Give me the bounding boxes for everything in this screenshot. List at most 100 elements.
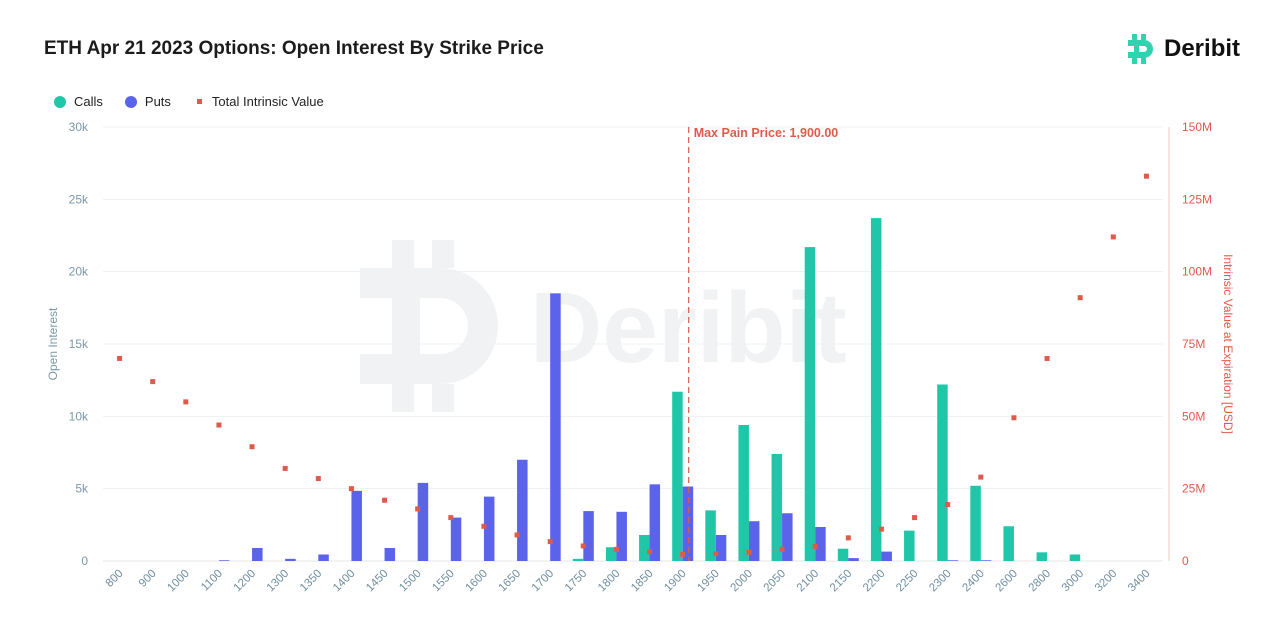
x-tick-label: 1300 — [265, 568, 292, 595]
intrinsic-points-layer — [117, 173, 1149, 557]
intrinsic-point — [547, 539, 553, 545]
x-tick-label: 1400 — [331, 568, 358, 595]
bar-puts — [682, 486, 694, 561]
watermark: Deribit — [360, 240, 847, 412]
bar-puts — [748, 521, 760, 561]
intrinsic-point — [216, 422, 222, 428]
deribit-logo-icon — [1128, 34, 1153, 64]
bars-layer — [218, 218, 1081, 561]
y-tick-label: 30k — [69, 120, 89, 134]
x-tick-label: 1850 — [629, 568, 656, 595]
bar-puts — [252, 547, 263, 561]
bar-puts — [384, 547, 396, 561]
x-tick-label: 2600 — [993, 568, 1020, 595]
bar-calls — [970, 485, 981, 561]
intrinsic-point — [382, 497, 388, 503]
x-tick-label: 1200 — [232, 568, 259, 595]
bar-puts — [649, 484, 661, 561]
bar-puts — [583, 511, 594, 561]
bar-calls — [1036, 552, 1048, 561]
brand-logo: Deribit — [1126, 32, 1240, 66]
y-tick-label: 5k — [75, 482, 89, 496]
legend-item-calls[interactable]: Calls — [54, 94, 103, 109]
intrinsic-point — [746, 549, 752, 555]
bar-calls — [572, 558, 584, 561]
intrinsic-point — [514, 532, 520, 538]
x-tick-label: 1500 — [397, 568, 424, 595]
intrinsic-point — [1110, 234, 1116, 240]
intrinsic-point — [1143, 173, 1149, 179]
grid-lines — [103, 126, 1163, 562]
x-tick-label: 2300 — [927, 568, 954, 595]
brand-name: Deribit — [1164, 35, 1241, 62]
bar-puts — [318, 554, 329, 561]
bar-puts — [483, 496, 495, 561]
bar-puts — [980, 560, 992, 561]
intrinsic-point — [1011, 415, 1017, 421]
intrinsic-point — [183, 399, 189, 405]
intrinsic-point — [282, 465, 288, 471]
y-tick-label: 15k — [69, 337, 89, 351]
bar-calls — [738, 425, 749, 561]
y2-tick-label: 150M — [1182, 120, 1212, 134]
intrinsic-point — [315, 476, 321, 482]
x-tick-label: 3000 — [1060, 568, 1087, 595]
intrinsic-point — [713, 551, 719, 557]
watermark-logo-shape — [360, 268, 498, 384]
y2-axis-title: Intrinsic Value at Expiration [USD] — [1221, 254, 1235, 434]
bar-calls — [771, 453, 783, 561]
bar-calls — [870, 218, 882, 561]
intrinsic-point — [912, 515, 918, 521]
y2-tick-label: 0 — [1182, 554, 1189, 568]
x-tick-label: 1750 — [563, 568, 590, 595]
legend-puts-label: Puts — [144, 94, 171, 109]
intrinsic-point — [415, 506, 421, 512]
intrinsic-point — [978, 474, 984, 480]
intrinsic-point — [580, 543, 586, 549]
bar-calls — [605, 547, 617, 561]
bar-calls — [837, 548, 849, 561]
x-tick-label: 1100 — [199, 568, 225, 594]
x-tick-label: 1950 — [695, 568, 722, 595]
x-tick-label: 3200 — [1093, 568, 1120, 595]
x-tick-label: 1350 — [298, 568, 325, 595]
x-tick-label: 1700 — [530, 568, 557, 595]
bar-puts — [285, 558, 296, 561]
bar-puts — [550, 293, 561, 561]
y-tick-label: 20k — [69, 265, 89, 279]
bar-puts — [715, 534, 727, 561]
intrinsic-point — [845, 535, 851, 541]
intrinsic-point — [779, 546, 785, 552]
bar-puts — [517, 459, 528, 561]
watermark-logo-shape — [392, 240, 414, 268]
intrinsic-point — [481, 523, 487, 529]
intrinsic-point — [1077, 295, 1083, 301]
bar-puts — [782, 513, 793, 561]
intrinsic-point — [448, 515, 454, 521]
x-tick-label: 1900 — [662, 568, 689, 595]
bar-puts — [881, 551, 892, 561]
intrinsic-point — [945, 502, 951, 508]
watermark-logo-shape — [392, 384, 414, 412]
bar-calls — [1069, 554, 1081, 561]
intrinsic-point — [613, 546, 619, 552]
chart-title: ETH Apr 21 2023 Options: Open Interest B… — [44, 38, 544, 59]
y2-tick-label: 25M — [1182, 482, 1205, 496]
intrinsic-point — [647, 549, 653, 555]
bar-calls — [804, 247, 816, 561]
legend-calls-marker — [54, 95, 66, 108]
bar-puts — [815, 527, 826, 561]
x-tick-label: 900 — [137, 568, 159, 590]
bar-puts — [351, 490, 362, 561]
y2-tick-label: 75M — [1182, 337, 1205, 351]
x-tick-label: 1600 — [463, 568, 490, 595]
legend-item-puts[interactable]: Puts — [124, 94, 171, 109]
legend-item-intrinsic[interactable]: Total Intrinsic Value — [193, 94, 324, 109]
x-tick-label: 2150 — [828, 568, 855, 595]
intrinsic-point — [249, 444, 255, 450]
x-tick-label: 3400 — [1126, 568, 1153, 595]
y-axis-title: Open Interest — [46, 307, 60, 380]
x-tick-label: 1450 — [364, 568, 391, 595]
y2-tick-label: 100M — [1182, 265, 1212, 279]
y2-tick-label: 125M — [1182, 192, 1212, 206]
